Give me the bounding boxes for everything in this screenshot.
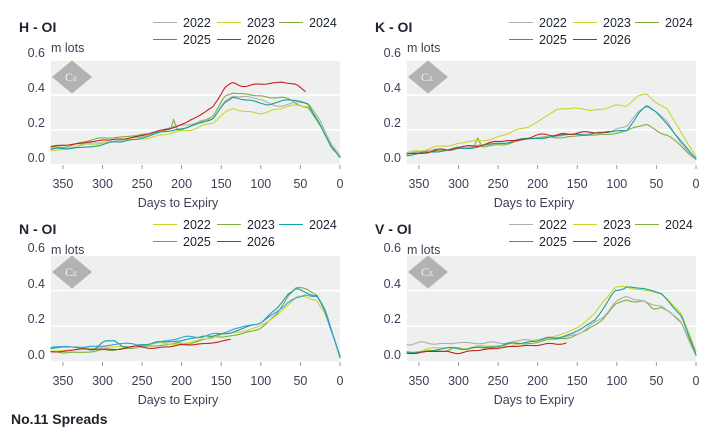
svg-text:Cz: Cz — [421, 265, 433, 279]
svg-text:Cz: Cz — [421, 70, 433, 84]
svg-text:Cz: Cz — [65, 70, 77, 84]
svg-text:Cz: Cz — [65, 265, 77, 279]
